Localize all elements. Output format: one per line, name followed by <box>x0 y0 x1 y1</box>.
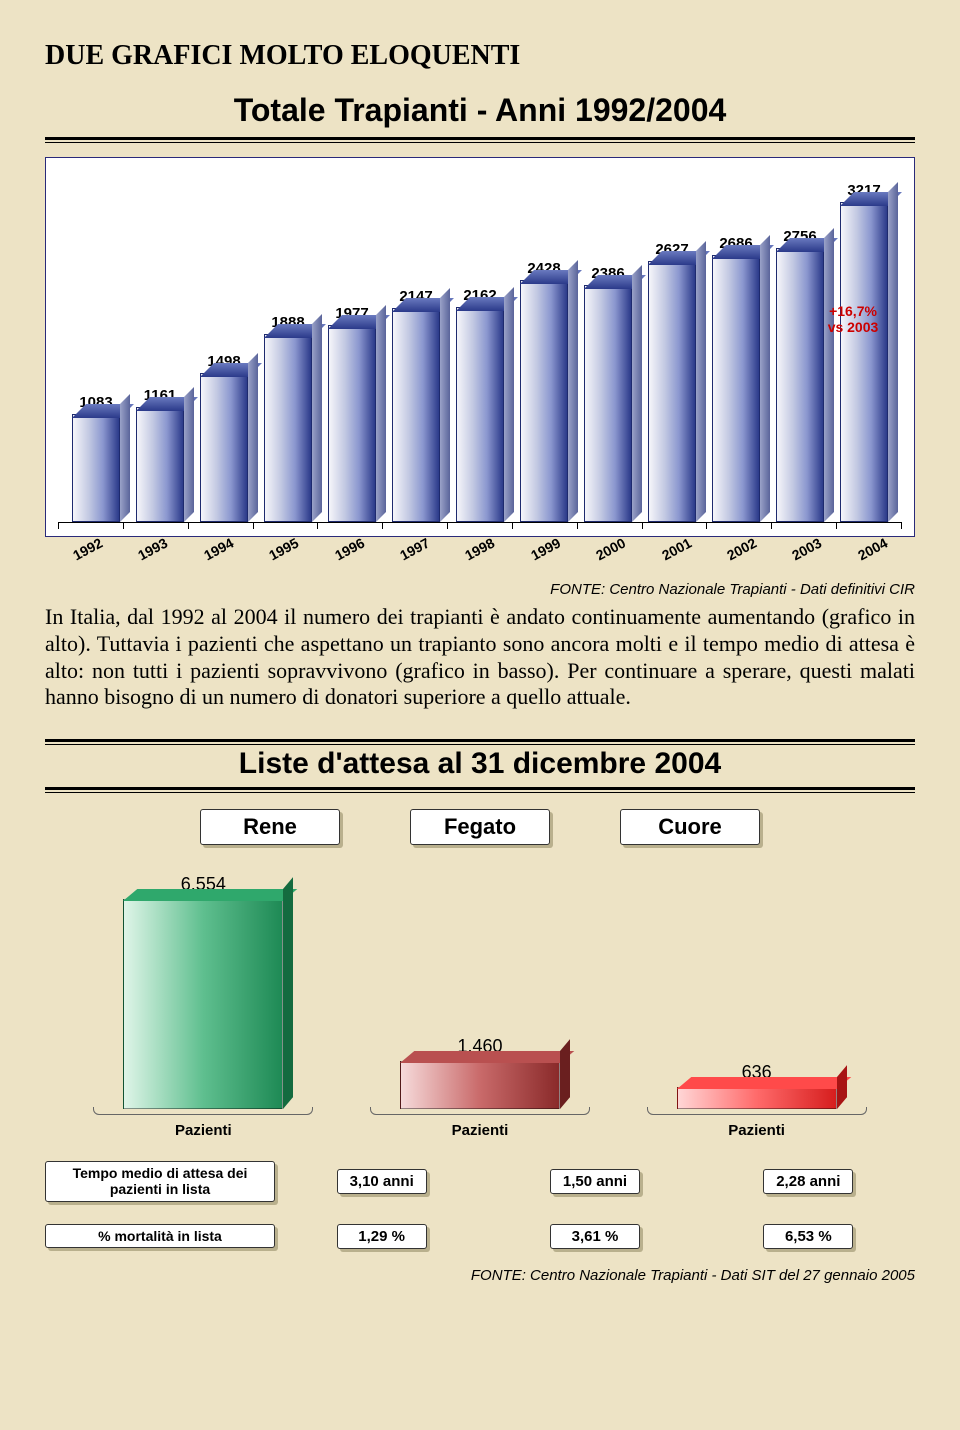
cell-value: 1,29 % <box>337 1224 427 1249</box>
row-label: % mortalità in lista <box>45 1224 275 1248</box>
cell-value: 1,50 anni <box>550 1169 640 1194</box>
chart1-bar: 2162 <box>450 287 510 522</box>
divider <box>45 787 915 790</box>
pazienti-label: Pazienti <box>370 1122 590 1139</box>
chart1-bar: 1888 <box>258 314 318 522</box>
chart2-source: FONTE: Centro Nazionale Trapianti - Dati… <box>45 1267 915 1284</box>
chart2-bar: 636 <box>647 1062 867 1109</box>
table-row: Tempo medio di attesa dei pazienti in li… <box>45 1161 915 1201</box>
divider <box>45 739 915 742</box>
chart1-bar: 2147 <box>386 288 446 522</box>
chart1-area: 1083116114981888197721472162242823862627… <box>45 157 915 537</box>
chart1-bar: 2686 <box>706 235 766 522</box>
cell-value: 6,53 % <box>763 1224 853 1249</box>
chart1-bar: 2627 <box>642 241 702 522</box>
cell-value: 3,10 anni <box>337 1169 427 1194</box>
pazienti-label: Pazienti <box>647 1122 867 1139</box>
divider <box>45 744 915 745</box>
cell-value: 2,28 anni <box>763 1169 853 1194</box>
burst-badge: +16,7% vs 2003 <box>814 288 892 350</box>
chart2-legend: Rene Fegato Cuore <box>45 809 915 845</box>
burst-line2: vs 2003 <box>828 319 879 335</box>
row-label: Tempo medio di attesa dei pazienti in li… <box>45 1161 275 1201</box>
chart1-bar: 1498 <box>194 353 254 522</box>
chart1-bar: 1161 <box>130 387 190 522</box>
table-row: % mortalità in lista 1,29 % 3,61 % 6,53 % <box>45 1224 915 1249</box>
chart2-bar: 1.460 <box>370 1036 590 1109</box>
chart2-area: 6.554 1.460 636 Pazienti Pazienti Pazienti <box>65 859 895 1139</box>
divider <box>45 137 915 140</box>
body-text: In Italia, dal 1992 al 2004 il numero de… <box>45 604 915 711</box>
divider <box>45 142 915 143</box>
chart1-bar: 2428 <box>514 260 574 522</box>
chart1-title: Totale Trapianti - Anni 1992/2004 <box>45 92 915 129</box>
chart2-title: Liste d'attesa al 31 dicembre 2004 <box>45 747 915 781</box>
chart1-bar: 2756 <box>770 228 830 522</box>
chart1-source: FONTE: Centro Nazionale Trapianti - Dati… <box>45 581 915 598</box>
cell-value: 3,61 % <box>550 1224 640 1249</box>
chart1-bar: 2386 <box>578 265 638 522</box>
pazienti-label: Pazienti <box>93 1122 313 1139</box>
divider <box>45 792 915 793</box>
chart1-bar: 1083 <box>66 394 126 522</box>
burst-line1: +16,7% <box>829 303 877 319</box>
chart1-bar: 3217 <box>834 182 894 522</box>
chart2-bar: 6.554 <box>93 874 313 1109</box>
series-label: Fegato <box>410 809 550 845</box>
page-title: DUE GRAFICI MOLTO ELOQUENTI <box>45 40 915 72</box>
series-label: Rene <box>200 809 340 845</box>
series-label: Cuore <box>620 809 760 845</box>
chart1-bar: 1977 <box>322 305 382 522</box>
chart1-xlabels: 1992199319941995199619971998199920002001… <box>55 541 905 557</box>
